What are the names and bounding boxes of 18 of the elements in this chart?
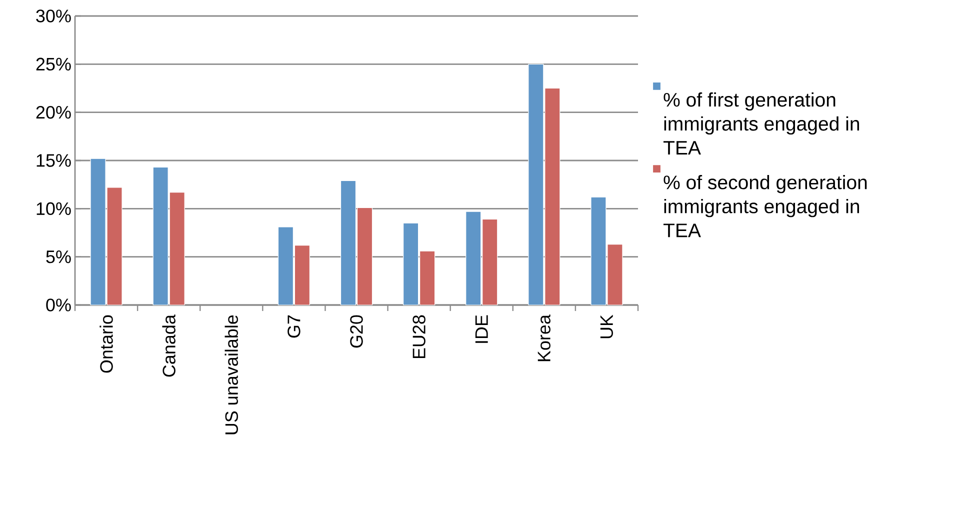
y-tick-label: 15% bbox=[36, 154, 71, 167]
y-tick-label: 20% bbox=[36, 106, 71, 119]
x-tick-label: US unavailable bbox=[224, 315, 238, 434]
y-tick-label: 10% bbox=[36, 202, 71, 216]
legend-label: % of first generation immigrants engaged in TEA bbox=[663, 92, 860, 155]
y-tick-label: 0% bbox=[46, 298, 71, 312]
legend-label: % of second generation immigrants engaged in TEA bbox=[663, 174, 867, 238]
y-tick-label: 25% bbox=[36, 58, 71, 71]
x-tick-label: Korea bbox=[538, 314, 550, 362]
x-tick-label: EU28 bbox=[412, 315, 426, 358]
x-tick-label: Ontario bbox=[100, 315, 113, 373]
x-tick-label: UK bbox=[600, 314, 614, 338]
x-tick-label: G7 bbox=[288, 315, 300, 338]
x-tick-label: Canada bbox=[162, 314, 176, 377]
y-tick-label: 30% bbox=[36, 10, 71, 22]
y-tick-label: 5% bbox=[46, 250, 71, 264]
x-tick-label: G20 bbox=[350, 315, 363, 348]
x-tick-label: IDE bbox=[475, 315, 488, 343]
